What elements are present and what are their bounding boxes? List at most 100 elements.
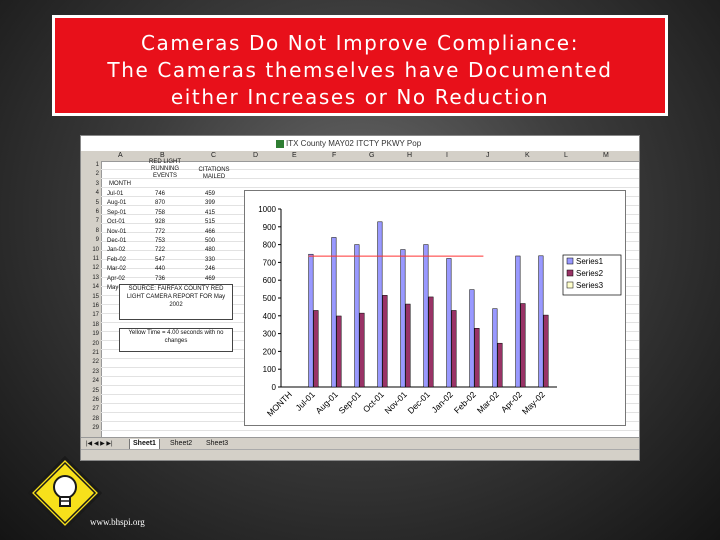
table-cell[interactable]: 440 xyxy=(155,266,166,273)
table-cell[interactable]: 722 xyxy=(155,247,166,254)
bar-series1 xyxy=(308,253,314,388)
row-header[interactable]: 14 xyxy=(92,284,99,291)
window-title: ITX County MAY02 ITCTY PKWY Pop xyxy=(276,139,421,148)
footer-url: www.bhspi.org xyxy=(90,517,145,527)
row-header[interactable]: 3 xyxy=(95,180,99,187)
col-header[interactable]: J xyxy=(486,152,490,159)
col-header[interactable]: L xyxy=(564,152,568,159)
col-header[interactable]: G xyxy=(369,152,375,159)
row-header[interactable]: 4 xyxy=(95,190,99,197)
col-header[interactable]: M xyxy=(603,152,609,159)
tab-sheet3[interactable]: Sheet3 xyxy=(206,440,229,447)
table-cell[interactable]: 415 xyxy=(205,209,216,216)
col-header[interactable]: H xyxy=(407,152,413,159)
y-tick-label: 600 xyxy=(263,276,277,285)
table-cell[interactable]: 399 xyxy=(205,200,216,207)
row-header[interactable]: 9 xyxy=(95,237,99,244)
row-header[interactable]: 28 xyxy=(92,415,99,422)
legend-swatch xyxy=(566,281,574,289)
table-cell[interactable]: Nov-01 xyxy=(107,228,127,235)
table-cell[interactable]: 746 xyxy=(155,191,166,197)
y-tick-label: 100 xyxy=(263,365,277,374)
col-header[interactable]: K xyxy=(525,152,530,159)
table-cell[interactable]: 772 xyxy=(155,228,166,235)
bar-series2 xyxy=(382,295,388,388)
table-cell[interactable]: 758 xyxy=(155,209,166,216)
row-header[interactable]: 12 xyxy=(92,265,99,272)
bar-series2 xyxy=(359,312,365,388)
table-cell[interactable]: Dec-01 xyxy=(107,238,127,244)
row-header[interactable]: 11 xyxy=(92,256,99,262)
chart-area[interactable]: 0 100 200 300 400 500 600 700 800 900 1000 MONTH Jul… xyxy=(244,190,626,426)
table-cell[interactable]: 515 xyxy=(205,219,216,226)
col-header[interactable]: D xyxy=(253,152,259,159)
row-header[interactable]: 25 xyxy=(92,387,99,394)
table-cell[interactable]: May-02 xyxy=(107,285,128,291)
y-tick-label: 300 xyxy=(263,330,277,339)
bar-series2 xyxy=(451,310,457,388)
y-tick-label: 200 xyxy=(263,347,277,356)
yellow-time-box: Yellow Time = 4.00 seconds with no chang… xyxy=(119,328,233,352)
row-header[interactable]: 8 xyxy=(95,227,99,234)
row-header[interactable]: 27 xyxy=(92,406,99,413)
table-cell[interactable]: 547 xyxy=(155,256,166,263)
row-header[interactable]: 7 xyxy=(95,218,99,225)
table-cell[interactable]: Aug-01 xyxy=(107,200,127,207)
table-cell[interactable]: 870 xyxy=(155,200,166,207)
table-cell[interactable]: 330 xyxy=(205,256,216,263)
row-header[interactable]: 13 xyxy=(92,274,99,281)
table-cell[interactable]: 466 xyxy=(205,228,216,235)
row-header[interactable]: 22 xyxy=(92,359,99,366)
tab-scroll-arrows[interactable]: |◀ ◀ ▶ ▶| xyxy=(86,441,113,447)
row-header[interactable]: 20 xyxy=(92,340,99,347)
col-header[interactable]: I xyxy=(446,152,448,159)
col-header[interactable]: B xyxy=(160,152,165,159)
col-header[interactable]: A xyxy=(118,152,123,159)
table-cell[interactable]: 736 xyxy=(155,275,166,282)
y-tick-label: 900 xyxy=(263,223,277,232)
row-header[interactable]: 5 xyxy=(95,199,99,206)
row-header[interactable]: 17 xyxy=(92,312,99,319)
bar-series2 xyxy=(520,303,526,388)
table-cell[interactable]: Jan-02 xyxy=(107,247,126,254)
header-events: RED LIGHT RUNNING EVENTS xyxy=(148,159,181,179)
row-header[interactable]: 23 xyxy=(92,368,99,375)
sheet-tab-bar: |◀ ◀ ▶ ▶| Sheet1 Sheet2 Sheet3 xyxy=(81,437,639,450)
row-header[interactable]: 26 xyxy=(92,397,99,403)
table-cell[interactable]: Feb-02 xyxy=(107,256,127,263)
table-cell[interactable]: 480 xyxy=(205,247,216,254)
row-header[interactable]: 18 xyxy=(92,321,99,328)
table-cell[interactable]: Mar-02 xyxy=(107,266,127,273)
table-cell[interactable]: 753 xyxy=(155,238,166,244)
table-cell[interactable]: Sep-01 xyxy=(107,209,127,216)
col-header[interactable]: E xyxy=(292,152,297,159)
row-header[interactable]: 19 xyxy=(92,331,99,338)
table-cell[interactable]: 459 xyxy=(205,191,216,197)
col-header[interactable]: C xyxy=(211,152,217,159)
excel-icon xyxy=(276,139,284,148)
row-header[interactable]: 2 xyxy=(95,171,99,178)
row-header[interactable]: 24 xyxy=(92,378,99,385)
row-header[interactable]: 15 xyxy=(92,293,99,300)
y-tick-label: 500 xyxy=(263,294,277,303)
table-cell[interactable]: 928 xyxy=(155,219,166,226)
col-header[interactable]: F xyxy=(332,152,337,159)
row-header[interactable]: 6 xyxy=(95,209,99,215)
bar-series1 xyxy=(515,255,521,388)
row-header[interactable]: 21 xyxy=(92,350,99,356)
table-cell[interactable]: 500 xyxy=(205,238,216,244)
row-header[interactable]: 16 xyxy=(92,303,99,309)
row-header[interactable]: 29 xyxy=(92,425,99,432)
x-tick-label: MONTH xyxy=(265,389,294,418)
table-cell[interactable]: 469 xyxy=(205,275,216,282)
table-cell[interactable]: Apr-02 xyxy=(107,275,126,282)
row-header[interactable]: 1 xyxy=(95,162,99,168)
row-header[interactable]: 10 xyxy=(92,246,99,253)
tab-sheet2[interactable]: Sheet2 xyxy=(170,440,193,447)
table-cell[interactable]: Jul-01 xyxy=(107,191,124,197)
table-cell[interactable]: 246 xyxy=(205,266,216,273)
x-tick-label: Sep-01 xyxy=(336,389,363,416)
table-row: Mar-02 440 246 xyxy=(101,265,233,274)
table-cell[interactable]: Oct-01 xyxy=(107,219,126,226)
